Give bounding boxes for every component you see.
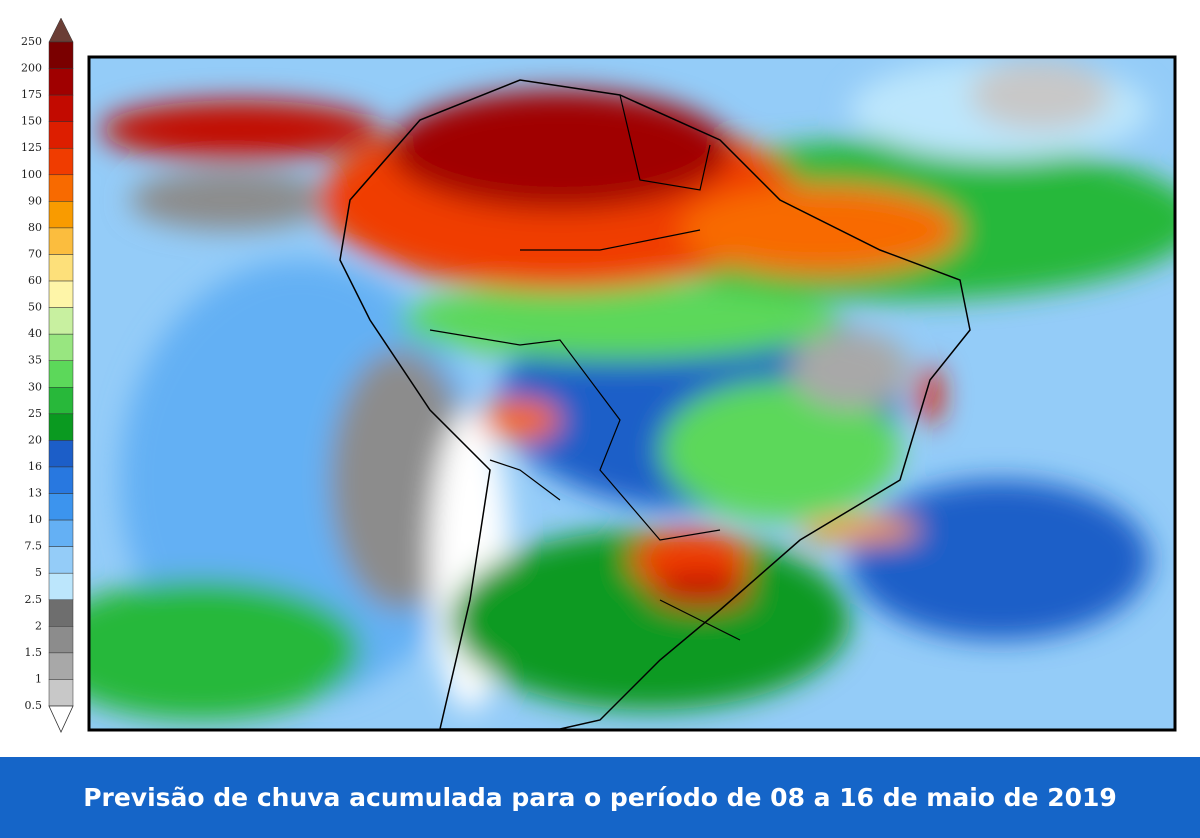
colorbar-label: 2 xyxy=(35,619,42,632)
colorbar-band xyxy=(48,280,74,308)
colorbar-band xyxy=(48,307,74,335)
borders xyxy=(429,94,741,641)
colorbar-band xyxy=(48,599,74,627)
colorbar-band xyxy=(48,572,74,601)
colorbar-band xyxy=(48,626,74,654)
colorbar-label: 16 xyxy=(28,460,42,473)
colorbar-bottom xyxy=(48,705,74,733)
colorbar-label: 35 xyxy=(28,354,42,367)
colorbar-label: 0.5 xyxy=(25,699,43,712)
colorbar-band xyxy=(48,333,74,361)
colorbar-label: 80 xyxy=(28,221,42,234)
colorbar-label: 1.5 xyxy=(25,646,43,659)
colorbar-label: 13 xyxy=(28,487,42,500)
colorbar-band xyxy=(48,652,74,680)
colorbar-band xyxy=(48,174,74,202)
colorbar-band xyxy=(48,440,74,468)
colorbar-label: 10 xyxy=(28,513,42,526)
colorbar-band xyxy=(48,679,74,707)
colorbar-band xyxy=(48,41,74,69)
colorbar-band xyxy=(48,519,74,547)
colorbar-band xyxy=(48,546,74,574)
coastline xyxy=(339,79,971,729)
colorbar-band xyxy=(48,466,74,494)
colorbar-band xyxy=(48,68,74,96)
colorbar-band xyxy=(48,121,74,149)
map-figure: 2502001751501251009080706050403530252016… xyxy=(21,17,1177,733)
colorbar-label: 5 xyxy=(35,566,42,579)
colorbar-band xyxy=(48,147,74,176)
colorbar-label: 125 xyxy=(21,141,42,154)
colorbar-label: 1 xyxy=(35,672,42,685)
colorbar-band xyxy=(48,254,74,282)
colorbar-label: 250 xyxy=(21,35,42,48)
colorbar-top xyxy=(48,17,74,43)
colorbar-band xyxy=(48,360,74,388)
map-frame xyxy=(87,55,1177,732)
rain-map xyxy=(90,58,1174,729)
colorbar-label: 200 xyxy=(21,62,42,75)
colorbar: 2502001751501251009080706050403530252016… xyxy=(21,17,74,733)
colorbar-band xyxy=(48,413,74,441)
colorbar-label: 7.5 xyxy=(25,540,43,553)
colorbar-label: 90 xyxy=(28,194,42,207)
colorbar-label: 30 xyxy=(28,380,42,393)
colorbar-label: 70 xyxy=(28,247,42,260)
colorbar-label: 175 xyxy=(21,88,42,101)
colorbar-label: 20 xyxy=(28,433,42,446)
colorbar-band xyxy=(48,201,74,229)
colorbar-label: 40 xyxy=(28,327,42,340)
colorbar-band xyxy=(48,227,74,255)
colorbar-label: 25 xyxy=(28,407,42,420)
colorbar-band xyxy=(48,94,74,122)
colorbar-label: 60 xyxy=(28,274,42,287)
colorbar-label: 150 xyxy=(21,115,42,128)
colorbar-label: 50 xyxy=(28,301,42,314)
caption: Previsão de chuva acumulada para o perío… xyxy=(0,757,1200,838)
colorbar-band xyxy=(48,387,74,415)
colorbar-label: 100 xyxy=(21,168,42,181)
colorbar-band xyxy=(48,493,74,521)
colorbar-label: 2.5 xyxy=(25,593,43,606)
